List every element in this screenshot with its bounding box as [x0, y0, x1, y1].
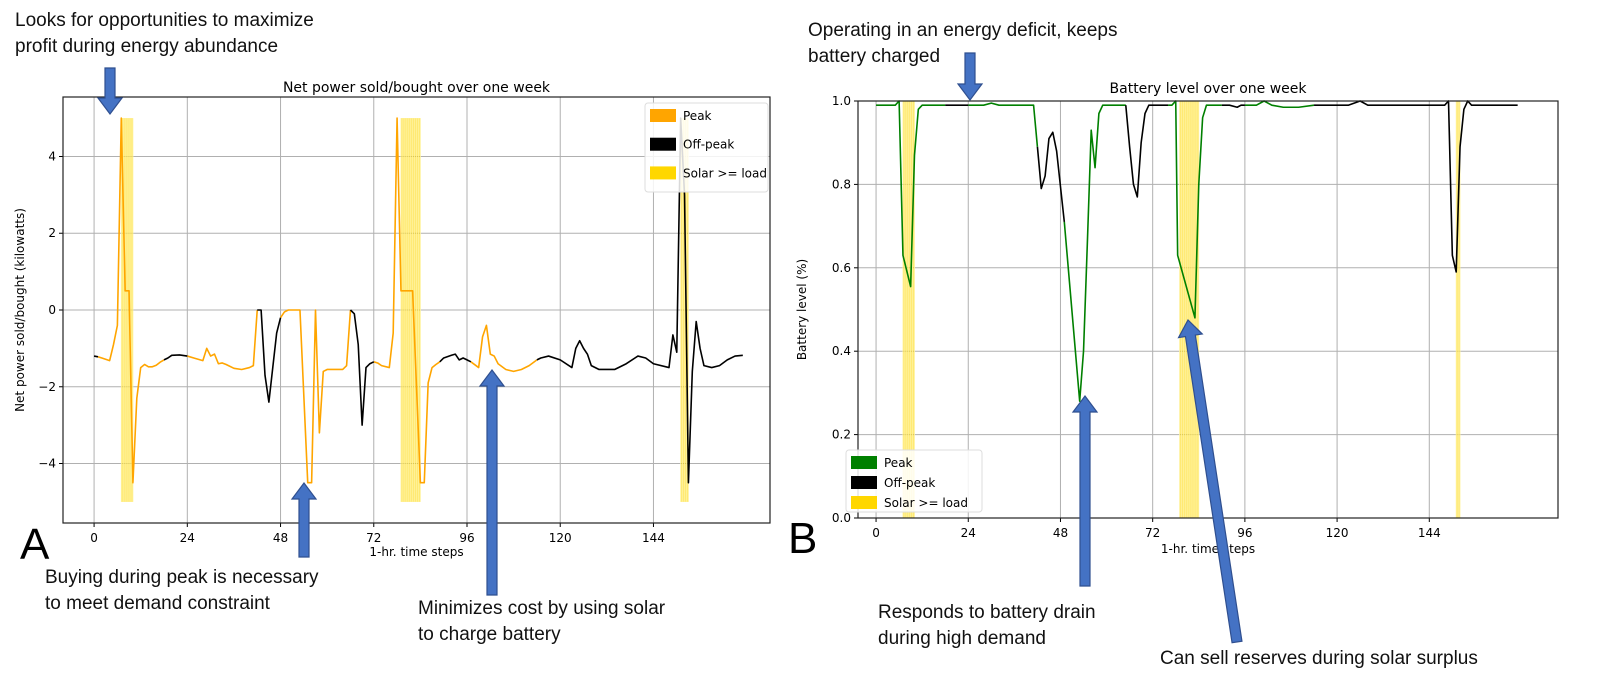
series-line-peak — [1063, 104, 1126, 403]
series-line-peak — [876, 100, 946, 288]
series-line-off-peak — [93, 355, 99, 358]
annotation-arrow — [96, 67, 124, 115]
series-line-peak — [97, 117, 165, 484]
x-tick-label: 48 — [1053, 526, 1068, 540]
x-tick-label: 96 — [1237, 526, 1252, 540]
legend-swatch — [650, 137, 676, 151]
series-line-off-peak — [257, 309, 282, 403]
x-tick-label: 96 — [459, 531, 474, 545]
y-tick-label: 0.8 — [832, 177, 851, 191]
annotation-profit: Looks for opportunities to maximize prof… — [15, 8, 314, 60]
series-line-peak — [187, 309, 259, 371]
y-tick-label: 1.0 — [832, 94, 851, 108]
annotation-energy-deficit: Operating in an energy deficit, keeps ba… — [808, 18, 1117, 70]
chart-battery-level: 0 24 48 72 96 120 144 0.0 0.2 0.4 0.6 0.8 1.0 Battery… — [795, 81, 1559, 556]
series-line-off-peak — [536, 117, 743, 484]
series-line-off-peak — [1221, 104, 1245, 109]
series-line-off-peak — [349, 309, 375, 426]
series-line-peak — [279, 309, 352, 484]
y-tick-label: 0 — [48, 303, 56, 317]
legend: Peak Off-peak Solar >= load — [644, 102, 769, 193]
legend-swatch — [650, 109, 676, 122]
axes-frame — [62, 96, 771, 524]
x-tick-label: 24 — [180, 531, 195, 545]
legend-swatch — [851, 456, 877, 469]
series-line-peak — [1244, 100, 1315, 109]
y-axis-label: Net power sold/bought (kilowatts) — [13, 208, 27, 412]
series-line-peak — [373, 117, 441, 484]
legend-swatch — [650, 166, 676, 180]
annotation-arrow — [478, 369, 506, 596]
annotation-arrow — [1177, 319, 1243, 644]
legend-box — [845, 449, 983, 513]
x-tick-label: 0 — [872, 526, 880, 540]
y-tick-label: −4 — [38, 457, 56, 471]
legend-swatch — [851, 476, 877, 489]
x-tick-label: 72 — [1145, 526, 1160, 540]
y-tick-label: 0.2 — [832, 428, 851, 442]
annotation-line: Looks for opportunities to maximize — [15, 10, 314, 31]
legend-entry: Solar >= load — [683, 166, 767, 180]
y-tick-label: 4 — [48, 149, 56, 163]
series-line-peak — [470, 324, 538, 373]
legend-entry: Solar >= load — [884, 496, 968, 510]
panel-label-b: B — [788, 514, 818, 563]
legend: Peak Off-peak Solar >= load — [845, 449, 983, 513]
series-line-off-peak — [1314, 100, 1518, 273]
y-tick-label: 0.0 — [832, 511, 851, 525]
annotation-arrow — [290, 482, 318, 558]
x-tick-label: 0 — [90, 531, 98, 545]
annotation-line: Can sell reserves during solar surplus — [1160, 648, 1478, 669]
annotation-line: during high demand — [878, 628, 1046, 649]
x-tick-label: 144 — [642, 531, 665, 545]
series-line-peak — [1168, 100, 1222, 319]
axes-frame — [857, 100, 1559, 519]
x-tick-label: 120 — [549, 531, 572, 545]
series-line-peak — [968, 102, 1039, 147]
annotation-minimizes-cost: Minimizes cost by using solar to charge … — [418, 596, 665, 648]
legend-entry: Off-peak — [683, 138, 734, 152]
annotation-line: Buying during peak is necessary — [45, 567, 319, 588]
annotation-line: profit during energy abundance — [15, 36, 279, 57]
y-tick-label: 0.4 — [832, 344, 851, 358]
annotation-line: Responds to battery drain — [878, 602, 1096, 623]
panel-label-a: A — [20, 520, 50, 569]
y-tick-label: 0.6 — [832, 261, 851, 275]
annotation-arrow — [1071, 395, 1099, 587]
annotation-arrow — [956, 52, 984, 101]
y-tick-label: −2 — [38, 380, 56, 394]
annotation-line: Operating in an energy deficit, keeps — [808, 20, 1118, 41]
annotation-line: battery charged — [808, 46, 941, 67]
legend-entry: Off-peak — [884, 476, 935, 490]
x-tick-label: 24 — [961, 526, 976, 540]
series-line-off-peak — [163, 354, 188, 361]
x-axis-label: 1-hr. time steps — [369, 545, 463, 559]
legend-entry: Peak — [884, 456, 913, 470]
annotation-battery-drain: Responds to battery drain during high de… — [878, 600, 1096, 652]
annotation-sell-reserves: Can sell reserves during solar surplus — [1160, 646, 1478, 672]
annotation-line: to charge battery — [418, 624, 561, 645]
series-line-off-peak — [1036, 131, 1066, 223]
chart-title: Battery level over one week — [1110, 81, 1308, 97]
x-tick-label: 48 — [273, 531, 288, 545]
legend-entry: Peak — [683, 109, 712, 123]
x-tick-label: 72 — [366, 531, 381, 545]
series-line-off-peak — [1124, 104, 1169, 198]
x-tick-label: 144 — [1418, 526, 1441, 540]
series-line-off-peak — [439, 353, 472, 363]
chart-title: Net power sold/bought over one week — [283, 80, 551, 96]
annotation-line: Minimizes cost by using solar — [418, 598, 666, 619]
y-tick-label: 2 — [48, 226, 56, 240]
annotation-line: to meet demand constraint — [45, 593, 270, 614]
x-tick-label: 120 — [1326, 526, 1349, 540]
annotation-buying-peak: Buying during peak is necessary to meet … — [45, 565, 319, 617]
legend-swatch — [851, 496, 877, 509]
x-axis-label: 1-hr. time steps — [1161, 542, 1255, 556]
y-axis-label: Battery level (%) — [795, 259, 809, 360]
